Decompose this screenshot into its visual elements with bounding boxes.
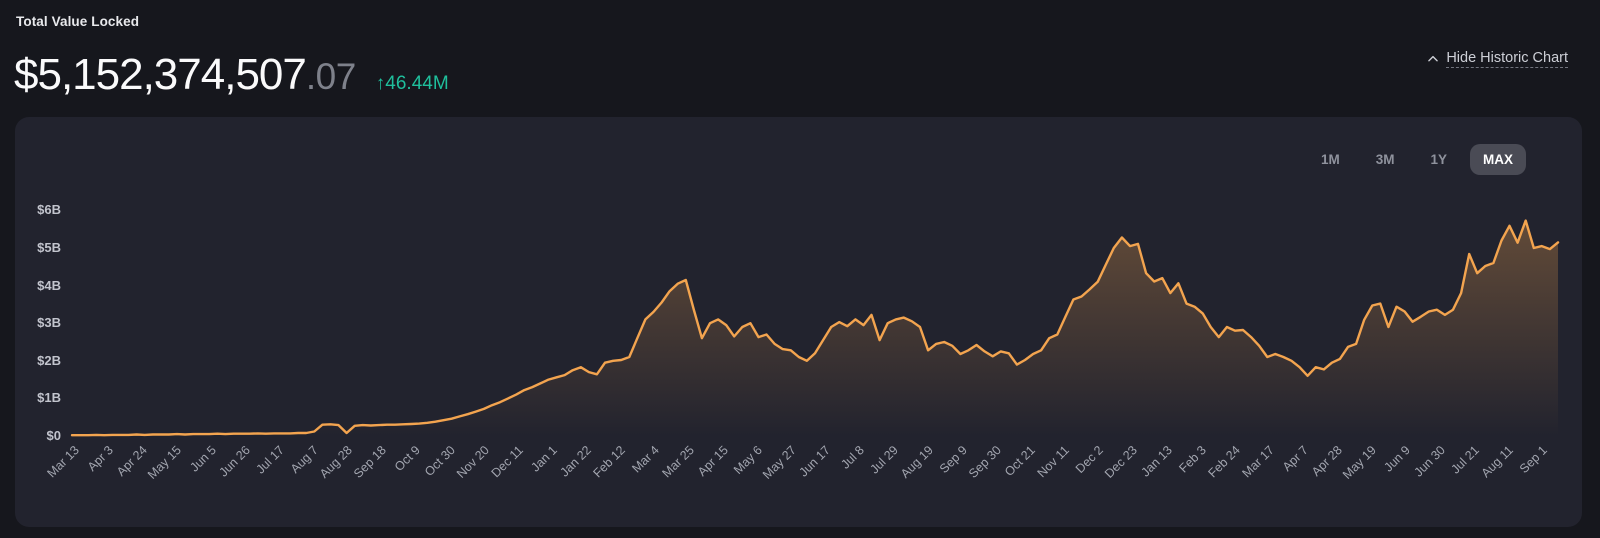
- hide-historic-chart-label: Hide Historic Chart: [1446, 50, 1568, 68]
- range-button-3m[interactable]: 3M: [1363, 144, 1408, 175]
- y-tick-label: $6B: [37, 202, 61, 218]
- tvl-line: [70, 219, 1560, 437]
- y-tick-label: $3B: [37, 315, 61, 331]
- y-tick-label: $1B: [37, 390, 61, 406]
- y-tick-label: $2B: [37, 352, 61, 368]
- range-button-max[interactable]: MAX: [1470, 144, 1526, 175]
- historic-chart-card: 1M 3M 1Y MAX $0 $1B $2B $3B $4B $5B $6B Mar 13…: [15, 117, 1582, 527]
- range-selector: 1M 3M 1Y MAX: [1308, 144, 1526, 175]
- page-title: Total Value Locked: [16, 14, 140, 29]
- arrow-up-icon: ↑: [375, 73, 386, 94]
- y-tick-label: $0: [46, 428, 61, 443]
- tvl-value: $5,152,374,507.07 ↑46.44M: [14, 50, 449, 100]
- tvl-value-decimals: .07: [305, 56, 356, 97]
- y-tick-label: $5B: [37, 240, 61, 255]
- tvl-area-chart[interactable]: [15, 117, 1582, 527]
- range-button-1m[interactable]: 1M: [1308, 144, 1353, 175]
- tvl-change-value: 46.44M: [385, 73, 449, 94]
- chevron-up-icon: [1428, 55, 1439, 62]
- hide-historic-chart-link[interactable]: Hide Historic Chart: [1426, 50, 1568, 68]
- y-tick-label: $4B: [37, 277, 61, 293]
- range-button-1y[interactable]: 1Y: [1417, 144, 1460, 175]
- tvl-value-main: $5,152,374,507: [14, 50, 307, 99]
- tvl-area-fill: [72, 220, 1558, 436]
- tvl-change-badge: ↑46.44M: [376, 73, 449, 95]
